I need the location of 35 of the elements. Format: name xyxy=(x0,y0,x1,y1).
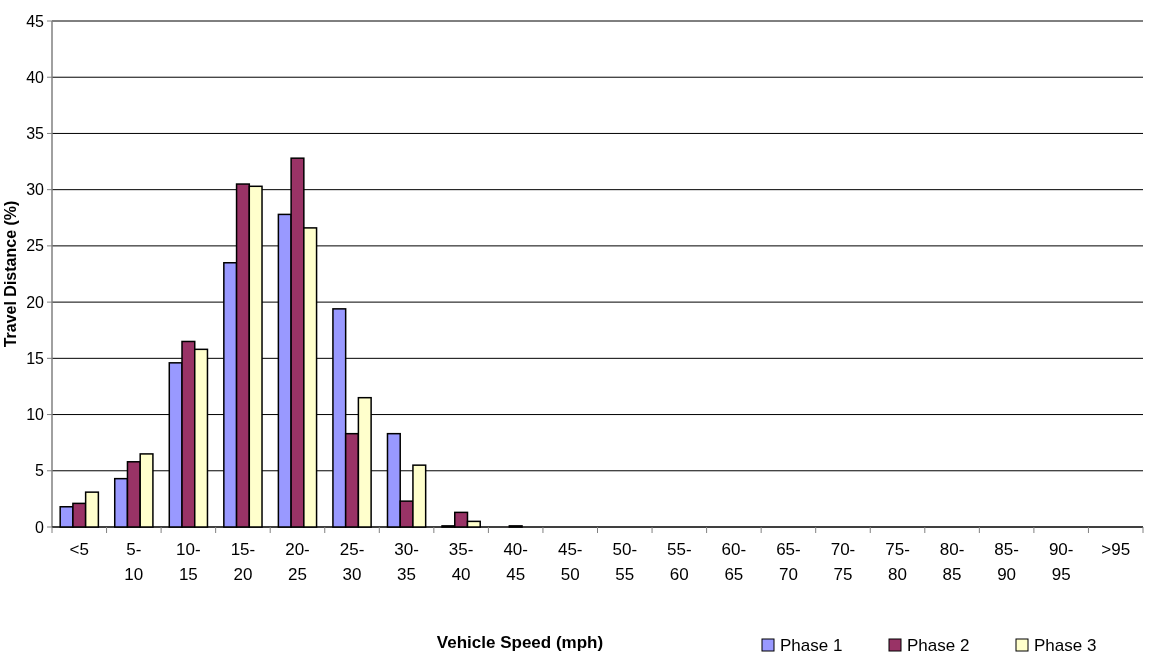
x-tick-label: 90-95 xyxy=(1048,540,1074,584)
x-tick-label: 50-55 xyxy=(612,540,638,584)
x-tick-label: 45-50 xyxy=(557,540,583,584)
x-axis-title: Vehicle Speed (mph) xyxy=(436,633,604,652)
x-tick-label: 15-20 xyxy=(230,540,256,584)
x-tick-label: 60-65 xyxy=(721,540,747,584)
y-tick-label: 5 xyxy=(35,462,45,480)
y-tick-label: 15 xyxy=(26,349,45,367)
y-tick-label: 0 xyxy=(35,518,45,536)
x-tick-label: 75-80 xyxy=(885,540,910,584)
x-tick-label: 10-15 xyxy=(176,540,201,584)
x-tick-label: <5 xyxy=(69,540,89,559)
legend-label: Phase 2 xyxy=(907,636,970,655)
x-tick-label: 80-85 xyxy=(939,540,965,584)
x-tick-label: >95 xyxy=(1101,540,1131,559)
x-tick-label: 20-25 xyxy=(285,540,310,584)
x-tick-label: 5-10 xyxy=(124,540,144,584)
legend-label: Phase 3 xyxy=(1034,636,1097,655)
x-tick-label: 70-75 xyxy=(830,540,856,584)
y-tick-label: 45 xyxy=(26,12,45,30)
y-tick-label: 20 xyxy=(26,293,45,311)
x-tick-label: 65-70 xyxy=(776,540,801,584)
x-tick-label: 25-30 xyxy=(339,540,365,584)
x-tick-label: 40-45 xyxy=(503,540,528,584)
x-tick-label: 85-90 xyxy=(994,540,1019,584)
x-tick-label: 35-40 xyxy=(448,540,474,584)
x-tick-label: 30-35 xyxy=(394,540,419,584)
y-axis-title: Travel Distance (%) xyxy=(2,200,19,348)
x-tick-label: 55-60 xyxy=(667,540,692,584)
y-tick-label: 30 xyxy=(26,181,45,199)
y-tick-label: 25 xyxy=(26,237,45,255)
y-tick-label: 10 xyxy=(26,406,45,424)
y-tick-label: 40 xyxy=(26,68,45,86)
legend-label: Phase 1 xyxy=(780,636,843,655)
y-tick-label: 35 xyxy=(26,125,45,143)
